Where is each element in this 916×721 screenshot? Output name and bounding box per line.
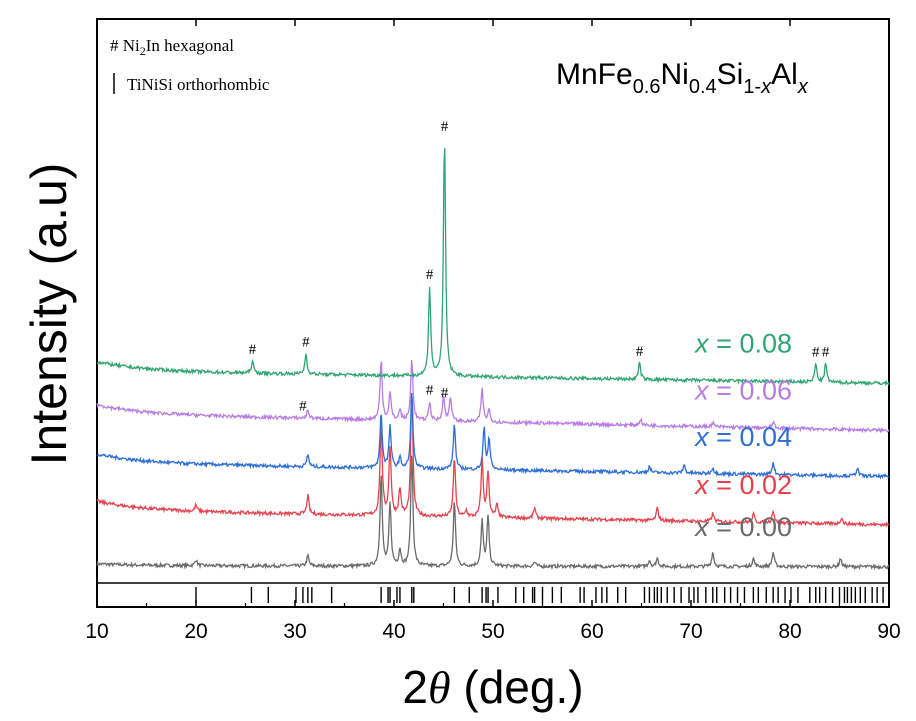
- x-tick-label: 30: [283, 620, 306, 643]
- legend-hash-entry: # Ni2In hexagonal: [110, 36, 234, 58]
- chart-title: MnFe0.6Ni0.4Si1-xAlx: [556, 58, 809, 98]
- series-label-006: x = 0.06: [693, 376, 792, 406]
- x-tick-label: 10: [85, 620, 108, 643]
- y-axis-label: Intensity (a.u): [21, 163, 77, 466]
- series-line-006: [96, 359, 890, 434]
- series-line-008: [96, 148, 890, 387]
- hash-marker: #: [249, 342, 257, 358]
- hash-marker: #: [441, 119, 449, 135]
- x-tick-label: 80: [778, 620, 801, 643]
- x-tick-label: 60: [580, 620, 603, 643]
- series-line-004: [96, 392, 890, 480]
- series-label-002: x = 0.02: [693, 470, 792, 500]
- x-tick-label: 40: [382, 620, 405, 643]
- x-tick-label: 20: [184, 620, 207, 643]
- legend: # Ni2In hexagonal TiNiSi orthorhombic: [110, 36, 270, 94]
- x-tick-label: 50: [481, 620, 504, 643]
- x-axis: 10 20 30 40 50 60 70 80 90: [85, 19, 901, 643]
- series-line-002: [96, 393, 890, 528]
- reference-bars: [195, 587, 884, 603]
- hash-marker: #: [441, 385, 449, 401]
- hash-marker: #: [426, 383, 434, 399]
- x-tick-label: 70: [679, 620, 702, 643]
- hash-marker: #: [426, 267, 434, 283]
- hash-marker: #: [636, 344, 644, 360]
- legend-bar-label: TiNiSi orthorhombic: [127, 75, 270, 94]
- series-label-008: x = 0.08: [693, 329, 792, 359]
- x-axis-label: 2θ (deg.): [402, 661, 583, 713]
- series-label-000: x = 0.00: [693, 512, 792, 542]
- series-line-000: [96, 455, 890, 571]
- hash-marker: #: [299, 399, 307, 415]
- hash-markers: # #### # ### #: [249, 119, 830, 415]
- hash-marker: #: [812, 344, 820, 360]
- x-tick-label: 90: [877, 620, 900, 643]
- series-lines: [96, 148, 890, 571]
- hash-marker: #: [302, 335, 310, 351]
- series-labels: x = 0.00 x = 0.02 x = 0.04 x = 0.06 x = 0.08: [693, 329, 792, 542]
- hash-marker: #: [822, 345, 830, 361]
- series-label-004: x = 0.04: [693, 422, 792, 452]
